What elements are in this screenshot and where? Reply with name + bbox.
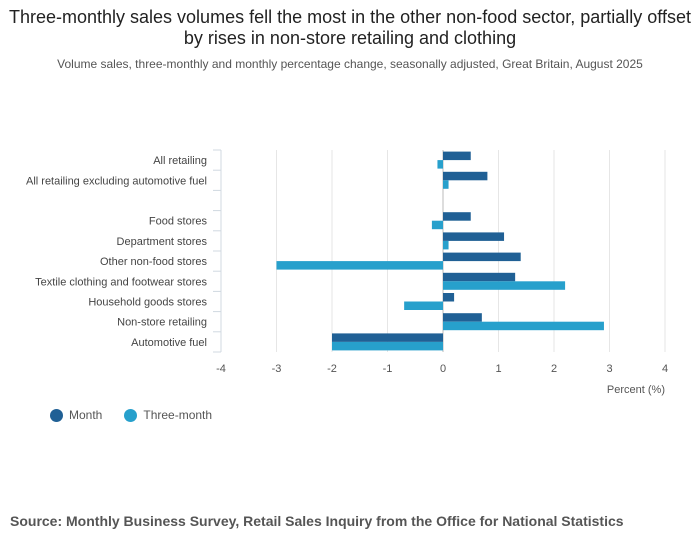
legend-label-three-month: Three-month: [143, 408, 213, 422]
bar-three-month[interactable]: [332, 341, 443, 351]
chart-title: Three-monthly sales volumes fell the mos…: [8, 7, 691, 48]
bar-three-month[interactable]: [443, 321, 604, 331]
bar-month[interactable]: [443, 293, 455, 302]
category-label: Automotive fuel: [131, 337, 207, 349]
x-tick-label: -4: [216, 363, 226, 375]
x-tick-labels: -4 -3 -2 -1 0 1 2 3 4: [216, 363, 668, 375]
y-axis-ticks: [213, 149, 222, 353]
legend-item-month[interactable]: Month: [50, 408, 102, 422]
category-label: Other non-food stores: [100, 256, 208, 268]
x-tick-label: -3: [272, 363, 282, 375]
x-tick-label: -1: [383, 363, 393, 375]
category-label: Food stores: [149, 216, 208, 228]
x-tick-label: -2: [327, 363, 337, 375]
bar-month[interactable]: [443, 313, 482, 322]
chart-subtitle: Volume sales, three-monthly and monthly …: [57, 57, 643, 71]
legend: Month Three-month: [50, 408, 212, 422]
category-label: All retailing: [153, 155, 207, 167]
x-axis-label: Percent (%): [607, 384, 665, 396]
x-tick-label: 4: [662, 363, 668, 375]
bars: [276, 151, 604, 351]
bar-three-month[interactable]: [437, 160, 443, 169]
category-labels: All retailing All retailing excluding aut…: [26, 155, 207, 349]
bar-three-month[interactable]: [443, 180, 449, 189]
x-tick-label: 3: [606, 363, 612, 375]
x-tick-label: 2: [551, 363, 557, 375]
bar-three-month[interactable]: [443, 240, 449, 250]
bar-month[interactable]: [443, 212, 471, 221]
category-label: Textile clothing and footwear stores: [35, 276, 207, 288]
x-tick-label: 1: [495, 363, 501, 375]
bar-month[interactable]: [332, 333, 443, 342]
bar-month[interactable]: [443, 232, 505, 241]
legend-label-month: Month: [69, 408, 103, 422]
category-label: Department stores: [117, 236, 208, 248]
bar-month[interactable]: [443, 171, 488, 181]
bar-month[interactable]: [443, 151, 471, 161]
x-tick-label: 0: [440, 363, 446, 375]
bar-month[interactable]: [443, 272, 516, 282]
source-note: Source: Monthly Business Survey, Retail …: [10, 513, 624, 529]
bar-month[interactable]: [443, 252, 521, 262]
bar-three-month[interactable]: [443, 281, 566, 290]
category-label: Household goods stores: [88, 297, 207, 309]
legend-item-three-month[interactable]: Three-month: [124, 408, 212, 422]
bar-three-month[interactable]: [404, 301, 443, 311]
category-label: All retailing excluding automotive fuel: [26, 175, 207, 187]
bar-three-month[interactable]: [276, 261, 444, 270]
legend-swatch-three-month: [124, 408, 138, 422]
bar-three-month[interactable]: [431, 220, 443, 230]
legend-swatch-month: [50, 408, 63, 422]
category-label: Non-store retailing: [117, 317, 207, 329]
